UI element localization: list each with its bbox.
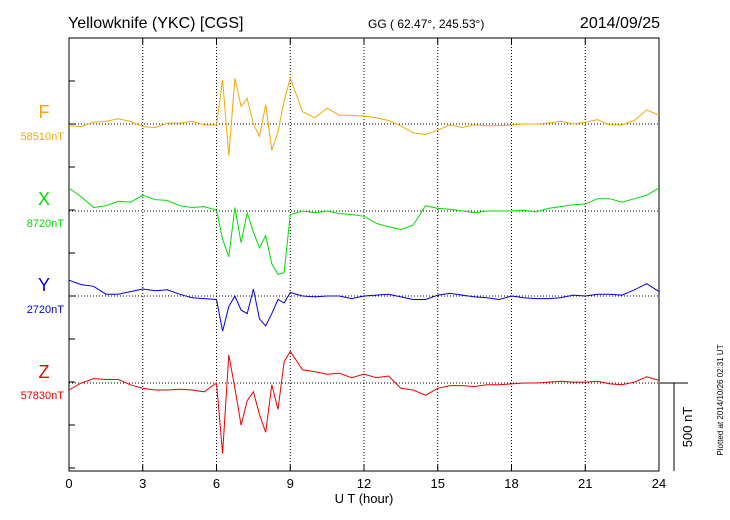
- series-label-z: Z: [39, 362, 50, 382]
- x-tick-label: 9: [287, 476, 294, 491]
- station-coordinates: GG ( 62.47°, 245.53°): [368, 17, 484, 31]
- scale-bar-label: 500 nT: [680, 407, 695, 448]
- x-tick-label: 15: [431, 476, 445, 491]
- series-baseline-f: 58510nT: [21, 131, 65, 143]
- x-tick-label: 18: [504, 476, 518, 491]
- series-label-x: X: [38, 189, 50, 209]
- x-tick-label: 6: [213, 476, 220, 491]
- series-layer: [68, 76, 660, 454]
- series-label-y: Y: [38, 275, 50, 295]
- series-baseline-x: 8720nT: [27, 218, 65, 230]
- x-tick-label: 21: [578, 476, 592, 491]
- series-labels: F 58510nT X 8720nT Y 2720nT Z 57830nT: [21, 102, 65, 402]
- series-baseline-y: 2720nT: [27, 304, 65, 316]
- x-tick-label: 3: [139, 476, 146, 491]
- scale-bar: [660, 382, 688, 471]
- series-label-f: F: [39, 102, 50, 122]
- x-tick-label: 12: [357, 476, 371, 491]
- plotted-at-note: Plotted at 2014/10/26 02:31 UT: [716, 344, 725, 455]
- x-ticks: 0 3 6 9 12 15 18 21 24: [65, 38, 666, 491]
- x-axis-label: U T (hour): [335, 491, 394, 506]
- series-line-f: [68, 76, 660, 156]
- chart-title: Yellowknife (YKC) [CGS]: [68, 15, 243, 32]
- chart-date: 2014/09/25: [580, 15, 660, 32]
- x-tick-label: 0: [65, 476, 72, 491]
- series-line-y: [68, 279, 660, 332]
- x-tick-label: 24: [652, 476, 666, 491]
- series-baseline-z: 57830nT: [21, 390, 65, 402]
- series-line-z: [68, 350, 660, 454]
- grid-layer: [142, 38, 586, 471]
- series-line-x: [68, 187, 660, 275]
